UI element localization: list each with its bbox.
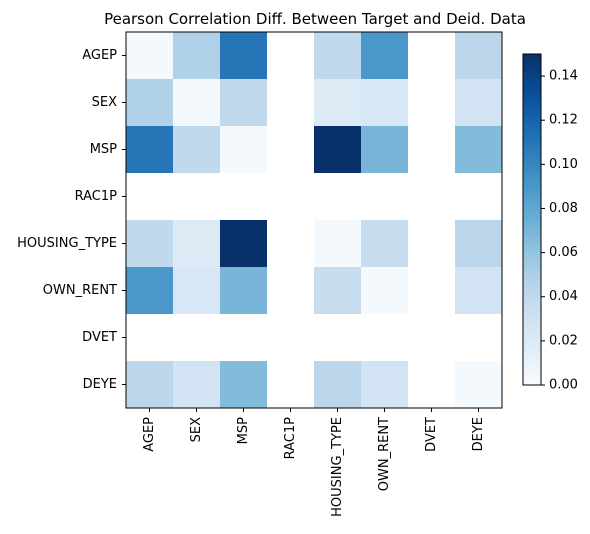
heatmap-cell	[267, 32, 315, 80]
heatmap-cell	[126, 173, 174, 221]
x-axis: AGEP SEX MSP RAC1P HOUSING_TYPE OWN_RENT DVET D…	[142, 408, 486, 517]
heatmap-cell	[173, 361, 221, 409]
heatmap-cell	[314, 267, 362, 315]
heatmap-cell	[361, 126, 409, 174]
heatmap-cell	[173, 173, 221, 221]
heatmap-cell	[267, 267, 315, 315]
y-tick-label: DVET	[82, 330, 117, 345]
heatmap-cell	[314, 126, 362, 174]
y-tick-label: DEYE	[83, 377, 117, 392]
heatmap-cell	[455, 361, 503, 409]
heatmap-cell	[408, 173, 456, 221]
x-tick-label: HOUSING_TYPE	[330, 417, 345, 517]
colorbar-gradient	[522, 53, 542, 386]
colorbar-tick-label: 0.14	[549, 69, 578, 84]
heatmap-cell	[314, 79, 362, 127]
chart-title: Pearson Correlation Diff. Between Target…	[104, 10, 526, 28]
heatmap-cell	[173, 32, 221, 80]
heatmap-cell	[361, 32, 409, 80]
heatmap-cell	[408, 361, 456, 409]
heatmap-cell	[126, 314, 174, 362]
heatmap-cell	[314, 220, 362, 268]
heatmap-cell	[361, 314, 409, 362]
heatmap-cell	[361, 173, 409, 221]
colorbar-tick-label: 0.04	[549, 289, 578, 304]
colorbar: 0.00 0.02 0.04 0.06 0.08 0.10 0.12 0.14	[522, 53, 578, 393]
heatmap-cell	[455, 220, 503, 268]
heatmap-cell	[314, 173, 362, 221]
heatmap-cell	[126, 220, 174, 268]
heatmap-cell	[408, 267, 456, 315]
heatmap-cell	[126, 361, 174, 409]
x-tick-label: SEX	[189, 417, 204, 442]
x-tick-label: OWN_RENT	[377, 417, 392, 491]
heatmap-cell	[267, 220, 315, 268]
colorbar-tick-label: 0.12	[549, 113, 578, 128]
heatmap-cell	[267, 126, 315, 174]
colorbar-tick-label: 0.00	[549, 378, 578, 393]
heatmap-cell	[361, 267, 409, 315]
heatmap-cell	[361, 361, 409, 409]
heatmap-cell	[267, 79, 315, 127]
y-tick-label: SEX	[92, 95, 117, 110]
heatmap-cell	[220, 173, 268, 221]
y-tick-label: RAC1P	[75, 189, 118, 204]
x-tick-label: RAC1P	[283, 417, 298, 460]
heatmap-cell	[126, 79, 174, 127]
heatmap-cell	[220, 314, 268, 362]
x-tick-label: DVET	[424, 417, 439, 452]
heatmap-cell	[455, 126, 503, 174]
heatmap-cell	[455, 267, 503, 315]
x-tick-label: MSP	[236, 417, 251, 444]
heatmap-cell	[314, 361, 362, 409]
heatmap-cell	[220, 267, 268, 315]
y-tick-label: MSP	[90, 142, 117, 157]
heatmap-cell	[220, 79, 268, 127]
colorbar-tick-label: 0.10	[549, 157, 578, 172]
heatmap-cell	[220, 220, 268, 268]
heatmap-cell	[455, 79, 503, 127]
heatmap-cell	[173, 267, 221, 315]
heatmap-cell	[267, 173, 315, 221]
heatmap-cell	[408, 314, 456, 362]
heatmap-cell	[455, 32, 503, 80]
heatmap-cell	[220, 361, 268, 409]
colorbar-tick-label: 0.02	[549, 333, 578, 348]
heatmap-cell	[126, 126, 174, 174]
colorbar-tick-label: 0.06	[549, 245, 578, 260]
plot-frame	[125, 31, 503, 409]
colorbar-tick-label: 0.08	[549, 201, 578, 216]
heatmap-cells	[126, 32, 503, 409]
y-tick-label: AGEP	[82, 48, 117, 63]
heatmap-cell	[220, 126, 268, 174]
heatmap-cell	[455, 314, 503, 362]
x-tick-label: AGEP	[142, 417, 157, 452]
heatmap-cell	[126, 267, 174, 315]
heatmap-cell	[361, 79, 409, 127]
heatmap-cell	[267, 314, 315, 362]
x-tick-label: DEYE	[471, 417, 486, 451]
heatmap-cell	[314, 314, 362, 362]
heatmap-cell	[408, 32, 456, 80]
heatmap-cell	[408, 220, 456, 268]
heatmap-cell	[455, 173, 503, 221]
heatmap-cell	[220, 32, 268, 80]
y-tick-label: HOUSING_TYPE	[17, 236, 117, 251]
heatmap-cell	[267, 361, 315, 409]
heatmap-cell	[173, 220, 221, 268]
y-axis: AGEP SEX MSP RAC1P HOUSING_TYPE OWN_RENT DVET D…	[17, 48, 126, 392]
heatmap-cell	[173, 314, 221, 362]
heatmap-cell	[173, 126, 221, 174]
heatmap-cell	[126, 32, 174, 80]
heatmap-cell	[408, 79, 456, 127]
heatmap-cell	[408, 126, 456, 174]
heatmap-cell	[361, 220, 409, 268]
heatmap-cell	[173, 79, 221, 127]
y-tick-label: OWN_RENT	[43, 283, 117, 298]
heatmap-cell	[314, 32, 362, 80]
